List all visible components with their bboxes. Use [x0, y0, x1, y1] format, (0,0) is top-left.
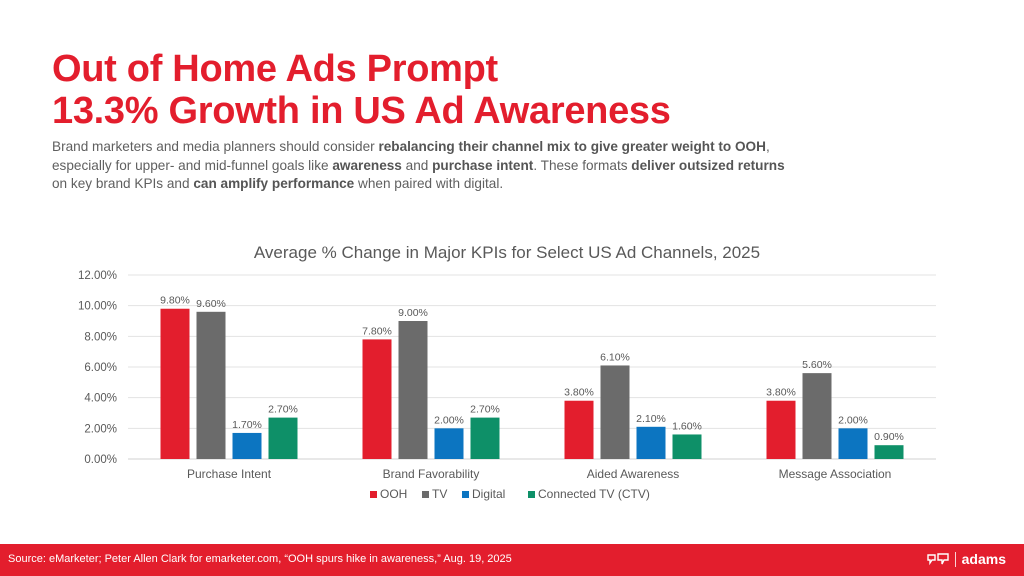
subtitle-emphasis: can amplify performance — [193, 176, 355, 191]
subtitle-emphasis: purchase intent — [432, 157, 534, 173]
bar — [874, 445, 904, 459]
bar — [564, 400, 594, 459]
slide-subtitle: Brand marketers and media planners shoul… — [52, 138, 792, 194]
bar — [470, 417, 500, 459]
y-tick-label: 2.00% — [84, 423, 117, 435]
subtitle-text: . These formats — [533, 157, 632, 173]
footer-bar: Source: eMarketer; Peter Allen Clark for… — [0, 544, 1024, 576]
x-tick-label: Message Association — [779, 467, 892, 481]
data-label: 2.10% — [636, 413, 666, 425]
bar — [232, 432, 262, 459]
logo-text: adams — [961, 551, 1006, 567]
bar — [636, 426, 666, 459]
bars — [160, 308, 904, 459]
bar — [802, 373, 832, 459]
data-label: 1.70% — [232, 419, 262, 431]
y-tick-label: 12.00% — [78, 270, 117, 282]
slide-title: Out of Home Ads Prompt 13.3% Growth in U… — [52, 48, 671, 132]
legend-label: OOH — [380, 487, 407, 501]
chart-title: Average % Change in Major KPIs for Selec… — [254, 243, 760, 262]
bar — [434, 428, 464, 459]
legend-swatch — [462, 491, 469, 498]
data-label: 3.80% — [766, 387, 796, 399]
y-tick-label: 0.00% — [84, 454, 117, 466]
x-axis: Purchase Intent Brand Favorability Aided A… — [187, 467, 891, 481]
bar — [196, 311, 226, 459]
data-label: 6.10% — [600, 351, 630, 363]
data-label: 2.00% — [434, 414, 464, 426]
y-tick-label: 4.00% — [84, 393, 117, 405]
y-tick-label: 6.00% — [84, 362, 117, 374]
legend-swatch — [528, 491, 535, 498]
y-tick-label: 8.00% — [84, 331, 117, 343]
bar — [160, 308, 190, 459]
legend-label: Connected TV (CTV) — [538, 487, 650, 501]
data-labels: 9.80% 9.60% 1.70% 2.70% 7.80% 9.00% 2.00% 2.70%… — [160, 295, 904, 443]
source-citation: Source: eMarketer; Peter Allen Clark for… — [8, 553, 512, 565]
data-label: 1.60% — [672, 420, 702, 432]
legend-label: TV — [432, 487, 447, 501]
data-label: 2.00% — [838, 414, 868, 426]
bar-chart: Average % Change in Major KPIs for Selec… — [78, 243, 936, 501]
subtitle-emphasis: awareness — [332, 157, 402, 173]
bar — [838, 428, 868, 459]
x-tick-label: Brand Favorability — [383, 467, 480, 481]
data-label: 5.60% — [802, 359, 832, 371]
data-label: 9.60% — [196, 298, 226, 310]
subtitle-text: , especially for upper- and mid-funnel g… — [52, 139, 770, 173]
title-line-1: Out of Home Ads Prompt — [52, 48, 498, 90]
logo-divider — [954, 551, 956, 567]
data-label: 0.90% — [874, 431, 904, 443]
data-label: 9.80% — [160, 295, 190, 307]
subtitle-emphasis: rebalancing their channel mix to give gr… — [378, 139, 766, 154]
subtitle-emphasis: deliver outsized returns — [631, 157, 785, 173]
x-tick-label: Purchase Intent — [187, 467, 272, 481]
adams-mark-icon — [926, 553, 949, 566]
y-axis: 0.00% 2.00% 4.00% 6.00% 8.00% 10.00% 12.00% — [78, 270, 117, 466]
y-tick-label: 10.00% — [78, 301, 117, 313]
bar — [362, 339, 392, 459]
subtitle-text: when paired with digital. — [354, 176, 504, 191]
x-tick-label: Aided Awareness — [587, 467, 680, 481]
bar — [672, 434, 702, 459]
subtitle-text: Brand marketers and media planners shoul… — [52, 139, 379, 154]
data-label: 2.70% — [470, 404, 500, 416]
subtitle-text: on key brand KPIs and — [52, 176, 194, 191]
bar — [398, 321, 428, 459]
adams-logo: adams — [926, 551, 1006, 567]
bar — [268, 417, 298, 459]
bar — [600, 365, 630, 459]
data-label: 2.70% — [268, 404, 298, 416]
bar — [766, 400, 796, 459]
data-label: 9.00% — [398, 307, 428, 319]
title-line-2: 13.3% Growth in US Ad Awareness — [52, 90, 671, 132]
legend-swatch — [422, 491, 429, 498]
legend-label: Digital — [472, 487, 505, 501]
legend-swatch — [370, 491, 377, 498]
subtitle-text: and — [401, 157, 433, 173]
data-label: 7.80% — [362, 325, 392, 337]
legend: OOH TV Digital Connected TV (CTV) — [370, 487, 650, 501]
data-label: 3.80% — [564, 387, 594, 399]
gridlines — [128, 274, 936, 460]
